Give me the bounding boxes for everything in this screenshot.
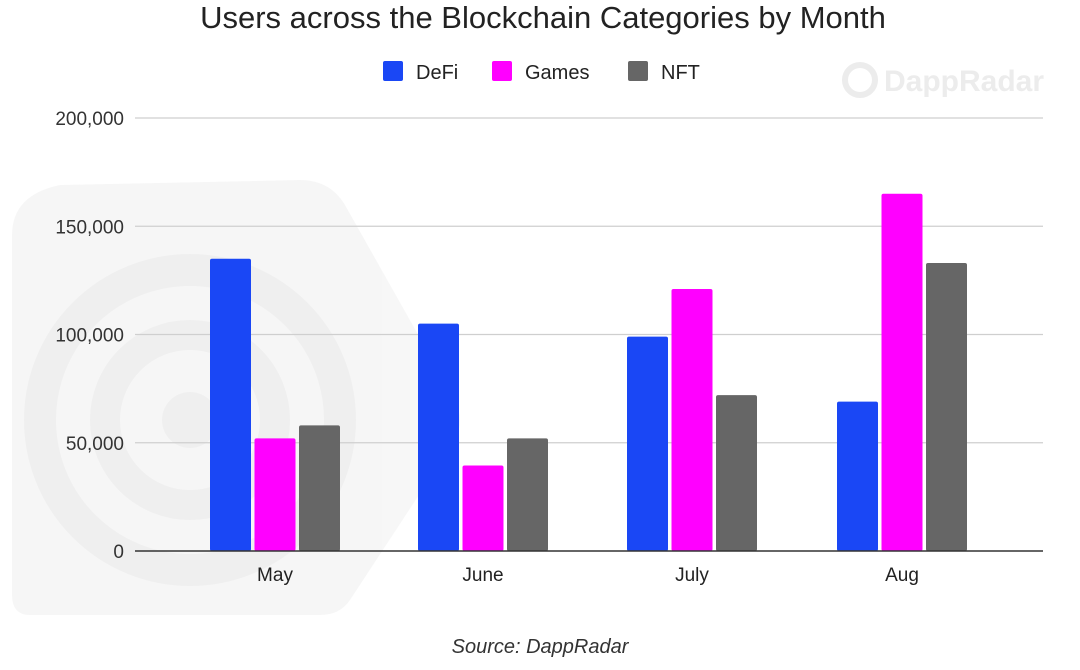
chart-title: Users across the Blockchain Categories b… — [200, 0, 886, 35]
bar-nft-july — [716, 395, 757, 551]
legend-label-defi: DeFi — [416, 62, 458, 84]
bar-nft-may — [299, 425, 340, 551]
bar-games-may — [254, 438, 296, 551]
bar-games-aug — [881, 193, 923, 551]
bar-games-july — [671, 289, 713, 551]
y-tick-label: 50,000 — [66, 434, 124, 455]
legend-label-nft: NFT — [661, 62, 700, 84]
legend-swatch-nft — [628, 61, 648, 81]
x-tick-label: June — [462, 565, 503, 586]
y-axis: 0 50,000 100,000 150,000 200,000 — [55, 109, 124, 563]
x-tick-label: July — [675, 565, 709, 586]
x-tick-label: May — [257, 565, 293, 586]
bar-defi-may — [210, 258, 251, 551]
bar-defi-aug — [837, 401, 878, 551]
legend-label-games: Games — [525, 62, 589, 84]
legend-swatch-games — [492, 61, 512, 81]
legend: DeFi Games NFT — [383, 61, 700, 84]
bar-defi-july — [627, 336, 668, 551]
bars — [210, 193, 967, 551]
watermark-brand-text: DappRadar — [884, 65, 1044, 98]
y-tick-label: 100,000 — [55, 326, 124, 347]
x-axis: May June July Aug — [135, 550, 1043, 586]
y-tick-label: 200,000 — [55, 109, 124, 130]
bar-games-june — [462, 465, 504, 551]
y-tick-label: 0 — [113, 542, 124, 563]
bar-nft-aug — [926, 263, 967, 551]
y-tick-label: 150,000 — [55, 217, 124, 238]
watermark-brand: DappRadar — [842, 62, 1044, 98]
source-note: Source: DappRadar — [451, 636, 629, 658]
bar-nft-june — [507, 438, 548, 551]
bar-defi-june — [418, 323, 459, 551]
legend-swatch-defi — [383, 61, 403, 81]
x-tick-label: Aug — [885, 565, 919, 586]
dappradar-logo-icon — [842, 62, 878, 98]
